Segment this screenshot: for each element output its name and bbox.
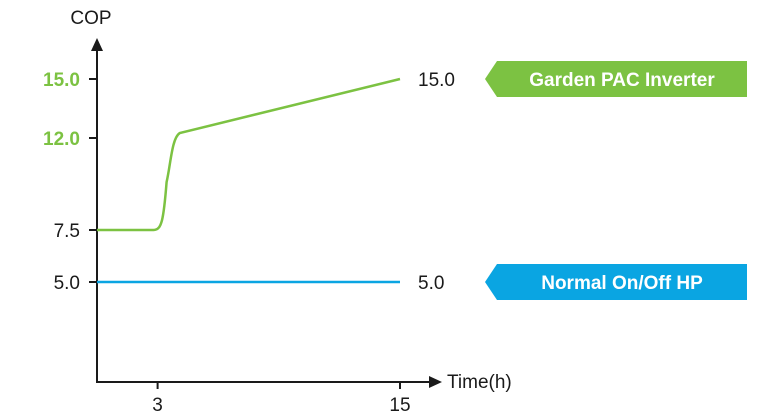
y-tick-label: 15.0 [43, 70, 80, 91]
series-line [97, 77, 401, 232]
y-tick-label: 12.0 [43, 129, 80, 150]
y-axis-title: COP [70, 8, 111, 29]
series-legend-label: Garden PAC Inverter [529, 70, 715, 91]
series-labels-group: 15.0 Garden PAC Inverter 5.0 Normal On/Off … [418, 61, 747, 300]
y-tick-label: 5.0 [54, 273, 80, 294]
x-axis-arrow-icon [429, 376, 442, 388]
series-legend-badge [485, 61, 747, 97]
series-legend-badge [485, 264, 747, 300]
series-end-value-label: 5.0 [418, 273, 444, 294]
y-axis-arrow-icon [91, 38, 103, 51]
series-legend-label: Normal On/Off HP [541, 273, 703, 294]
series-group [97, 77, 401, 284]
tick-group: 7.5 5.0 12.0 15.0 3 15 [43, 70, 411, 416]
x-tick-label: 3 [152, 395, 163, 416]
y-tick-label: 7.5 [54, 221, 80, 242]
x-axis-title: Time(h) [447, 372, 512, 393]
series-end-value-label: 15.0 [418, 70, 455, 91]
x-tick-label: 15 [389, 395, 410, 416]
